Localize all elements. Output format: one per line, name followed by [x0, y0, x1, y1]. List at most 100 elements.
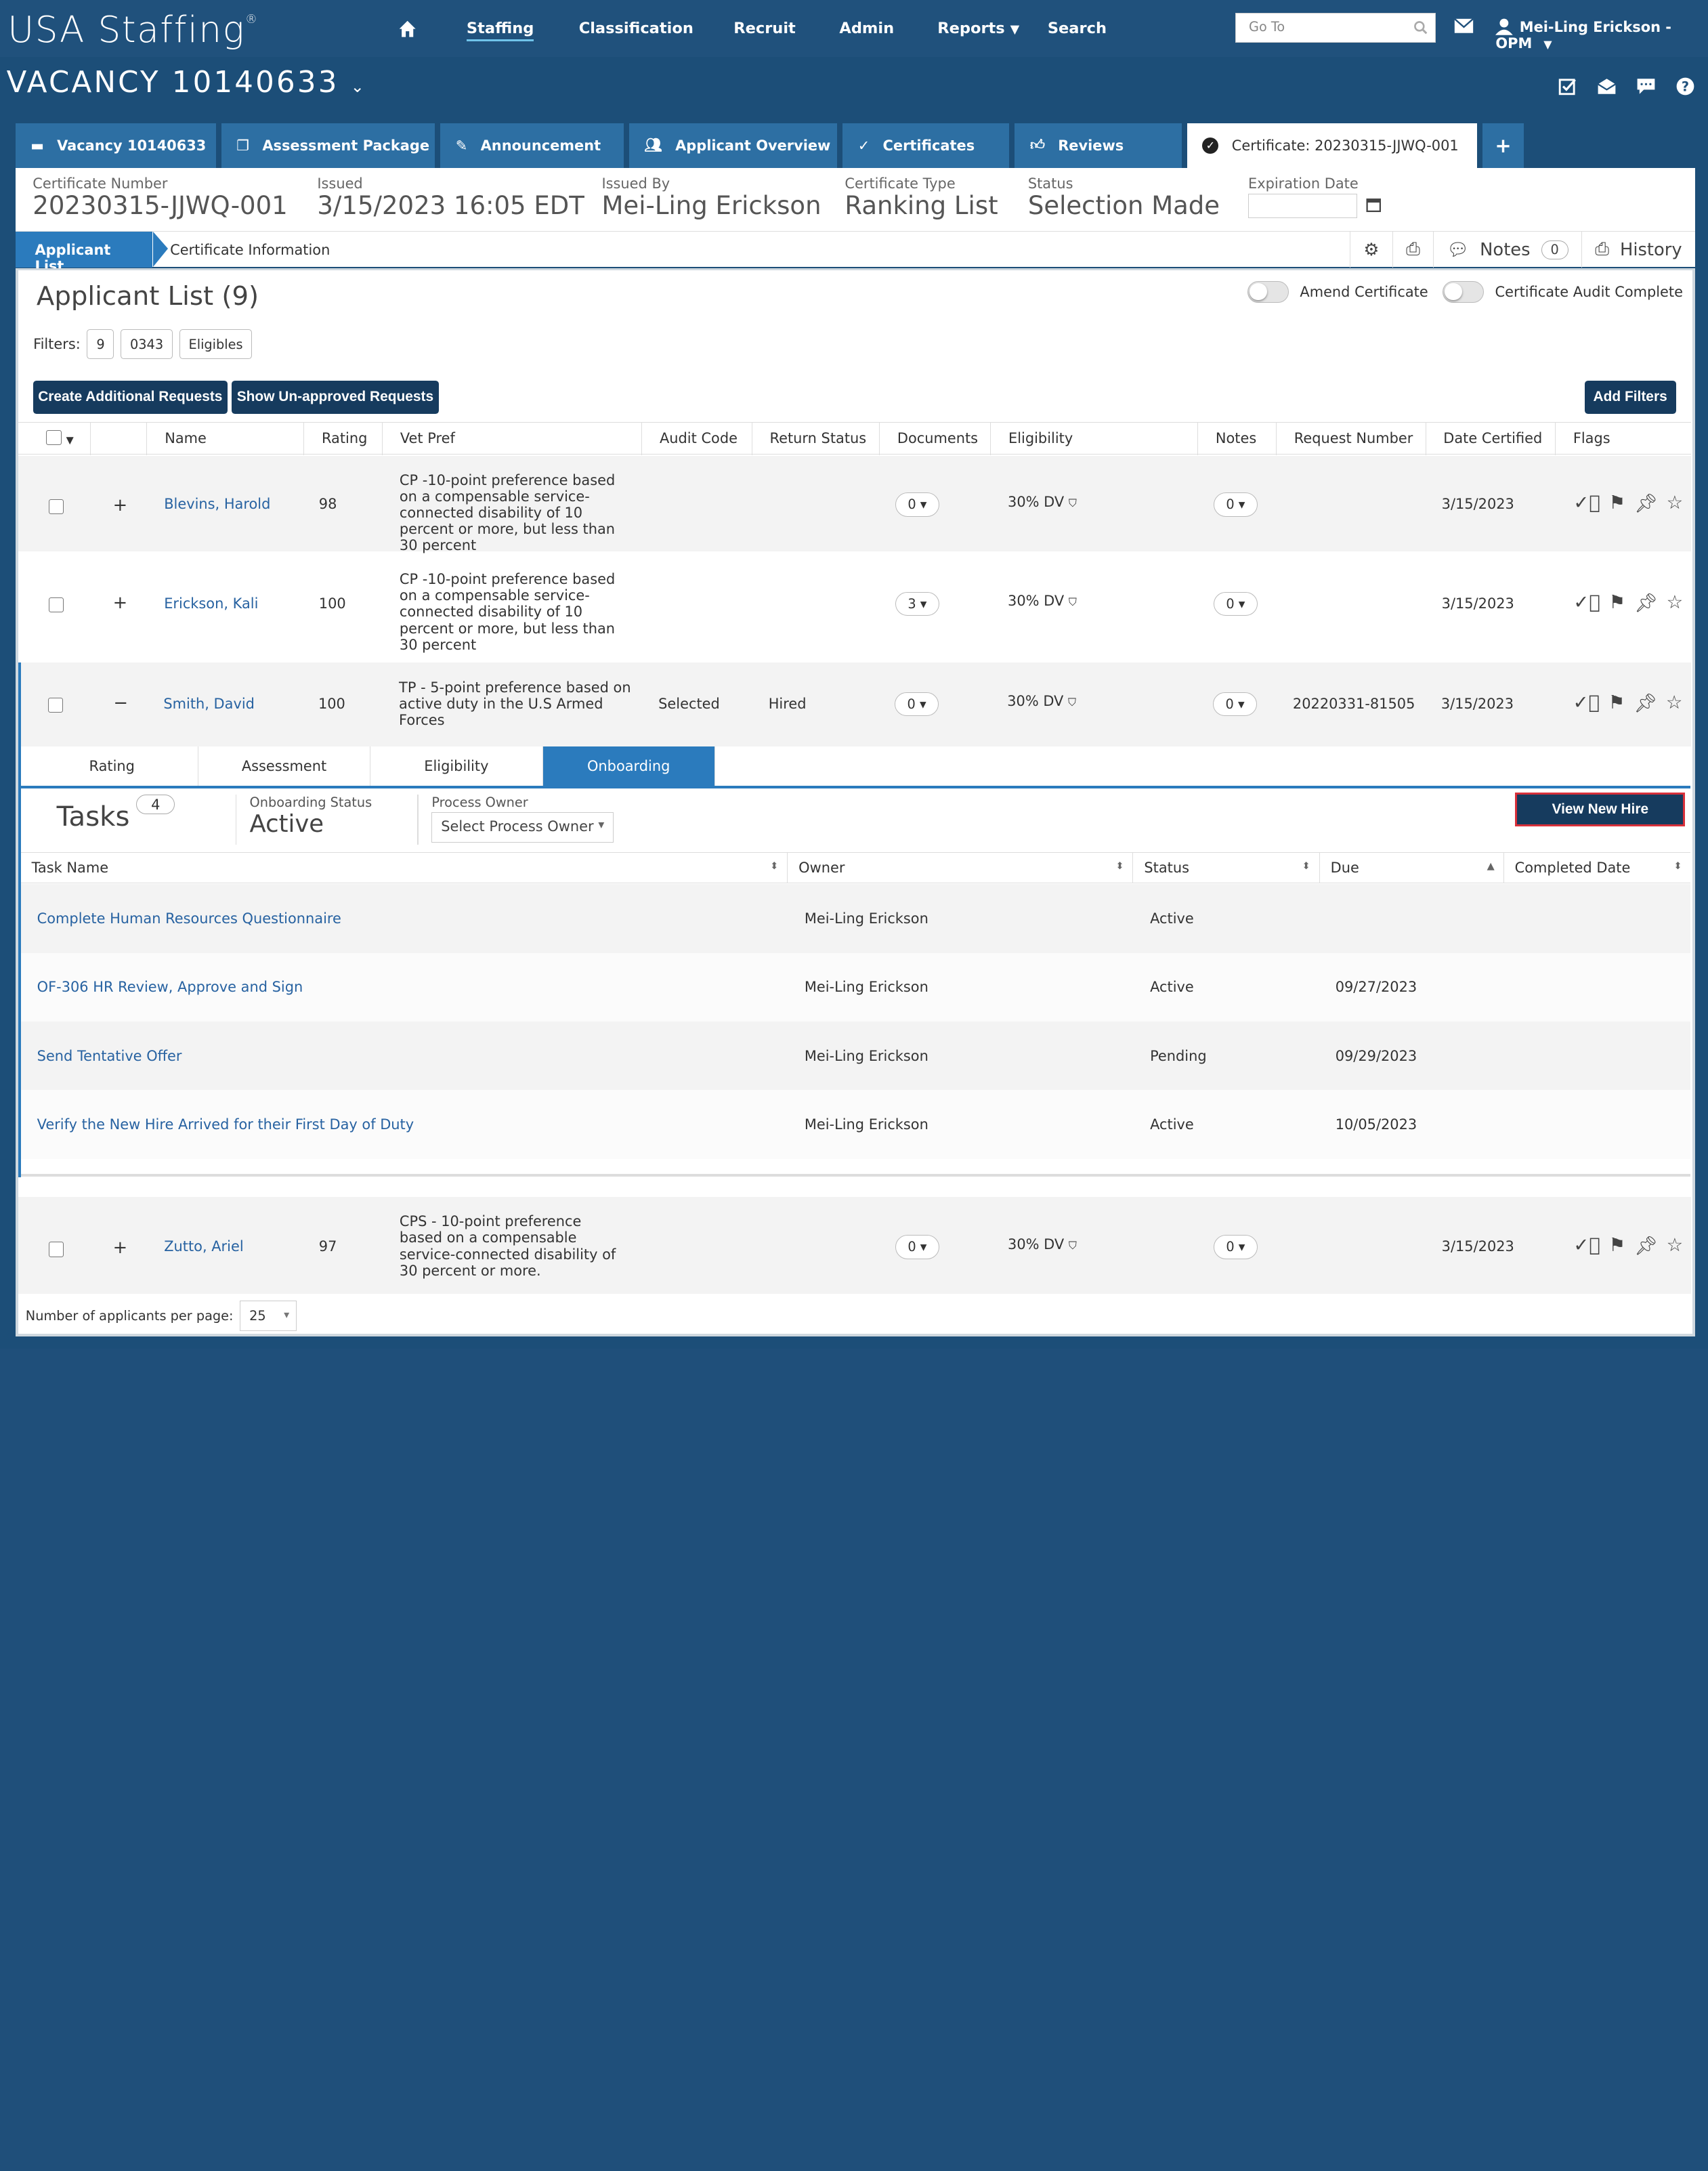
column-header[interactable]: Owner ⬍ — [787, 853, 1132, 883]
notes-dropdown[interactable]: 0 ▾ — [1214, 492, 1258, 517]
shield-question-icon[interactable]: ⛉ — [1068, 595, 1077, 609]
pin-icon[interactable]: 📌︎ — [1634, 493, 1658, 515]
column-header[interactable]: Audit Code — [641, 422, 752, 455]
goto-input[interactable]: Go To — [1235, 13, 1436, 43]
column-header[interactable]: Date Certified — [1425, 422, 1556, 455]
applicant-name-link[interactable]: Zutto, Ariel — [164, 1238, 244, 1255]
filter-chip[interactable]: 0343 — [121, 329, 173, 360]
calendar-icon[interactable] — [1366, 197, 1382, 213]
check-circle-icon[interactable]: ✓⃝ — [1573, 492, 1600, 514]
vacancy-title[interactable]: VACANCY 10140633 ⌄ — [7, 66, 366, 100]
task-name-link[interactable]: Send Tentative Offer — [37, 1047, 182, 1064]
column-header[interactable]: Eligibility — [990, 422, 1197, 455]
detail-tab-assessment[interactable]: Assessment — [198, 746, 371, 786]
column-header[interactable]: Vet Pref — [382, 422, 641, 455]
column-header[interactable]: Request Number — [1276, 422, 1426, 455]
expand-toggle[interactable]: + — [112, 1237, 128, 1258]
tab-vacancy[interactable]: ▬ Vacancy 10140633 — [15, 123, 216, 168]
star-icon[interactable]: ☆ — [1665, 692, 1683, 713]
applicant-name-link[interactable]: Blevins, Harold — [164, 496, 271, 513]
column-header[interactable]: Name — [146, 422, 303, 455]
flag-icon[interactable]: ⚑ — [1608, 692, 1625, 713]
add-tab-button[interactable]: + — [1482, 123, 1524, 168]
notes-dropdown[interactable]: 0 ▾ — [1214, 591, 1258, 616]
star-icon[interactable]: ☆ — [1666, 1235, 1684, 1257]
toggle-switch[interactable] — [1247, 281, 1289, 303]
nav-search[interactable]: Search — [1047, 19, 1107, 37]
mail-icon[interactable] — [1454, 18, 1474, 34]
row-checkbox[interactable] — [48, 499, 64, 515]
column-header[interactable]: Status ⬍ — [1132, 853, 1319, 883]
subtab-certificate-information[interactable]: Certificate Information — [170, 241, 330, 258]
chat-icon[interactable] — [1636, 77, 1656, 96]
shield-question-icon[interactable]: ⛉ — [1068, 1239, 1077, 1252]
column-header[interactable]: Flags — [1555, 422, 1691, 455]
row-checkbox[interactable] — [48, 597, 64, 613]
flag-icon[interactable]: ⚑ — [1608, 1235, 1626, 1257]
tab-assessment-package[interactable]: ❐ Assessment Package — [221, 123, 435, 168]
nav-reports[interactable]: Reports ▼ — [937, 20, 1019, 37]
per-page-select[interactable]: 25 — [240, 1301, 297, 1332]
flag-icon[interactable]: ⚑ — [1608, 492, 1626, 514]
nav-admin[interactable]: Admin — [839, 19, 895, 37]
nav-recruit[interactable]: Recruit — [733, 19, 796, 37]
select-all-checkbox[interactable] — [46, 429, 62, 446]
task-name-link[interactable]: Verify the New Hire Arrived for their Fi… — [37, 1116, 414, 1133]
tab-reviews[interactable]: 👍︎ Reviews — [1015, 123, 1182, 168]
shield-question-icon[interactable]: ⛉ — [1068, 496, 1077, 509]
history-button[interactable]: ⎙ History — [1581, 232, 1695, 268]
column-header[interactable]: Documents — [879, 422, 990, 455]
star-icon[interactable]: ☆ — [1666, 492, 1684, 514]
tab-certificates[interactable]: ✓ Certificates — [842, 123, 1010, 168]
detail-tab-eligibility[interactable]: Eligibility — [370, 746, 543, 786]
expand-toggle[interactable]: + — [112, 494, 128, 515]
add-filters-button[interactable]: Add Filters — [1584, 380, 1676, 415]
pin-icon[interactable]: 📌︎ — [1634, 1236, 1658, 1257]
brand-logo[interactable]: USA Staffing® — [7, 9, 258, 51]
tab-applicant-overview[interactable]: 👥︎ Applicant Overview — [628, 123, 838, 168]
documents-dropdown[interactable]: 3 ▾ — [895, 591, 939, 616]
toggle-switch[interactable] — [1443, 281, 1485, 303]
nav-classification[interactable]: Classification — [578, 19, 693, 37]
check-circle-icon[interactable]: ✓⃝ — [1573, 591, 1600, 613]
help-icon[interactable]: ? — [1675, 77, 1695, 96]
check-circle-icon[interactable]: ✓⃝ — [1573, 1235, 1600, 1257]
collapse-toggle[interactable]: − — [113, 693, 128, 714]
print-button[interactable]: ⎙ — [1392, 232, 1433, 268]
pin-icon[interactable]: 📌︎ — [1634, 692, 1657, 714]
audit-complete-toggle[interactable]: Certificate Audit Complete — [1443, 281, 1683, 303]
column-header[interactable]: Due ▲ — [1319, 853, 1503, 883]
create-additional-requests-button[interactable]: Create Additional Requests — [33, 380, 228, 415]
documents-dropdown[interactable]: 0 ▾ — [895, 492, 939, 517]
expiration-date-input[interactable] — [1247, 194, 1357, 218]
settings-button[interactable]: ⚙ — [1350, 232, 1392, 268]
notes-dropdown[interactable]: 0 ▾ — [1213, 692, 1257, 717]
checklist-icon[interactable] — [1558, 77, 1577, 96]
pin-icon[interactable]: 📌︎ — [1634, 592, 1658, 614]
view-new-hire-button[interactable]: View New Hire — [1515, 792, 1686, 826]
column-header[interactable]: Notes — [1197, 422, 1276, 455]
select-all-header[interactable]: ▼ — [18, 423, 90, 455]
inbox-icon[interactable] — [1597, 77, 1617, 96]
applicant-name-link[interactable]: Erickson, Kali — [164, 595, 259, 612]
detail-tab-onboarding[interactable]: Onboarding — [542, 746, 715, 786]
column-header[interactable]: Completed Date ⬍ — [1503, 853, 1691, 883]
nav-staffing[interactable]: Staffing — [466, 20, 534, 42]
expand-toggle[interactable]: + — [112, 593, 128, 614]
home-icon[interactable] — [398, 20, 417, 38]
star-icon[interactable]: ☆ — [1666, 591, 1684, 613]
process-owner-select[interactable]: Select Process Owner — [431, 812, 614, 843]
task-name-link[interactable]: Complete Human Resources Questionnaire — [37, 910, 341, 927]
tab-certificate-active[interactable]: ✓ Certificate: 20230315-JJWQ-001 — [1187, 123, 1477, 168]
row-checkbox[interactable] — [47, 697, 64, 713]
column-header[interactable]: Return Status — [751, 422, 879, 455]
flag-icon[interactable]: ⚑ — [1608, 591, 1626, 613]
notes-dropdown[interactable]: 0 ▾ — [1214, 1235, 1258, 1259]
shield-question-icon[interactable]: ⛉ — [1068, 696, 1077, 709]
row-checkbox[interactable] — [48, 1242, 64, 1257]
task-name-link[interactable]: OF-306 HR Review, Approve and Sign — [37, 979, 303, 996]
filter-chip[interactable]: Eligibles — [179, 329, 253, 360]
filter-chip[interactable]: 9 — [87, 329, 114, 360]
check-circle-icon[interactable]: ✓⃝ — [1573, 692, 1600, 713]
search-icon[interactable] — [1413, 20, 1428, 35]
